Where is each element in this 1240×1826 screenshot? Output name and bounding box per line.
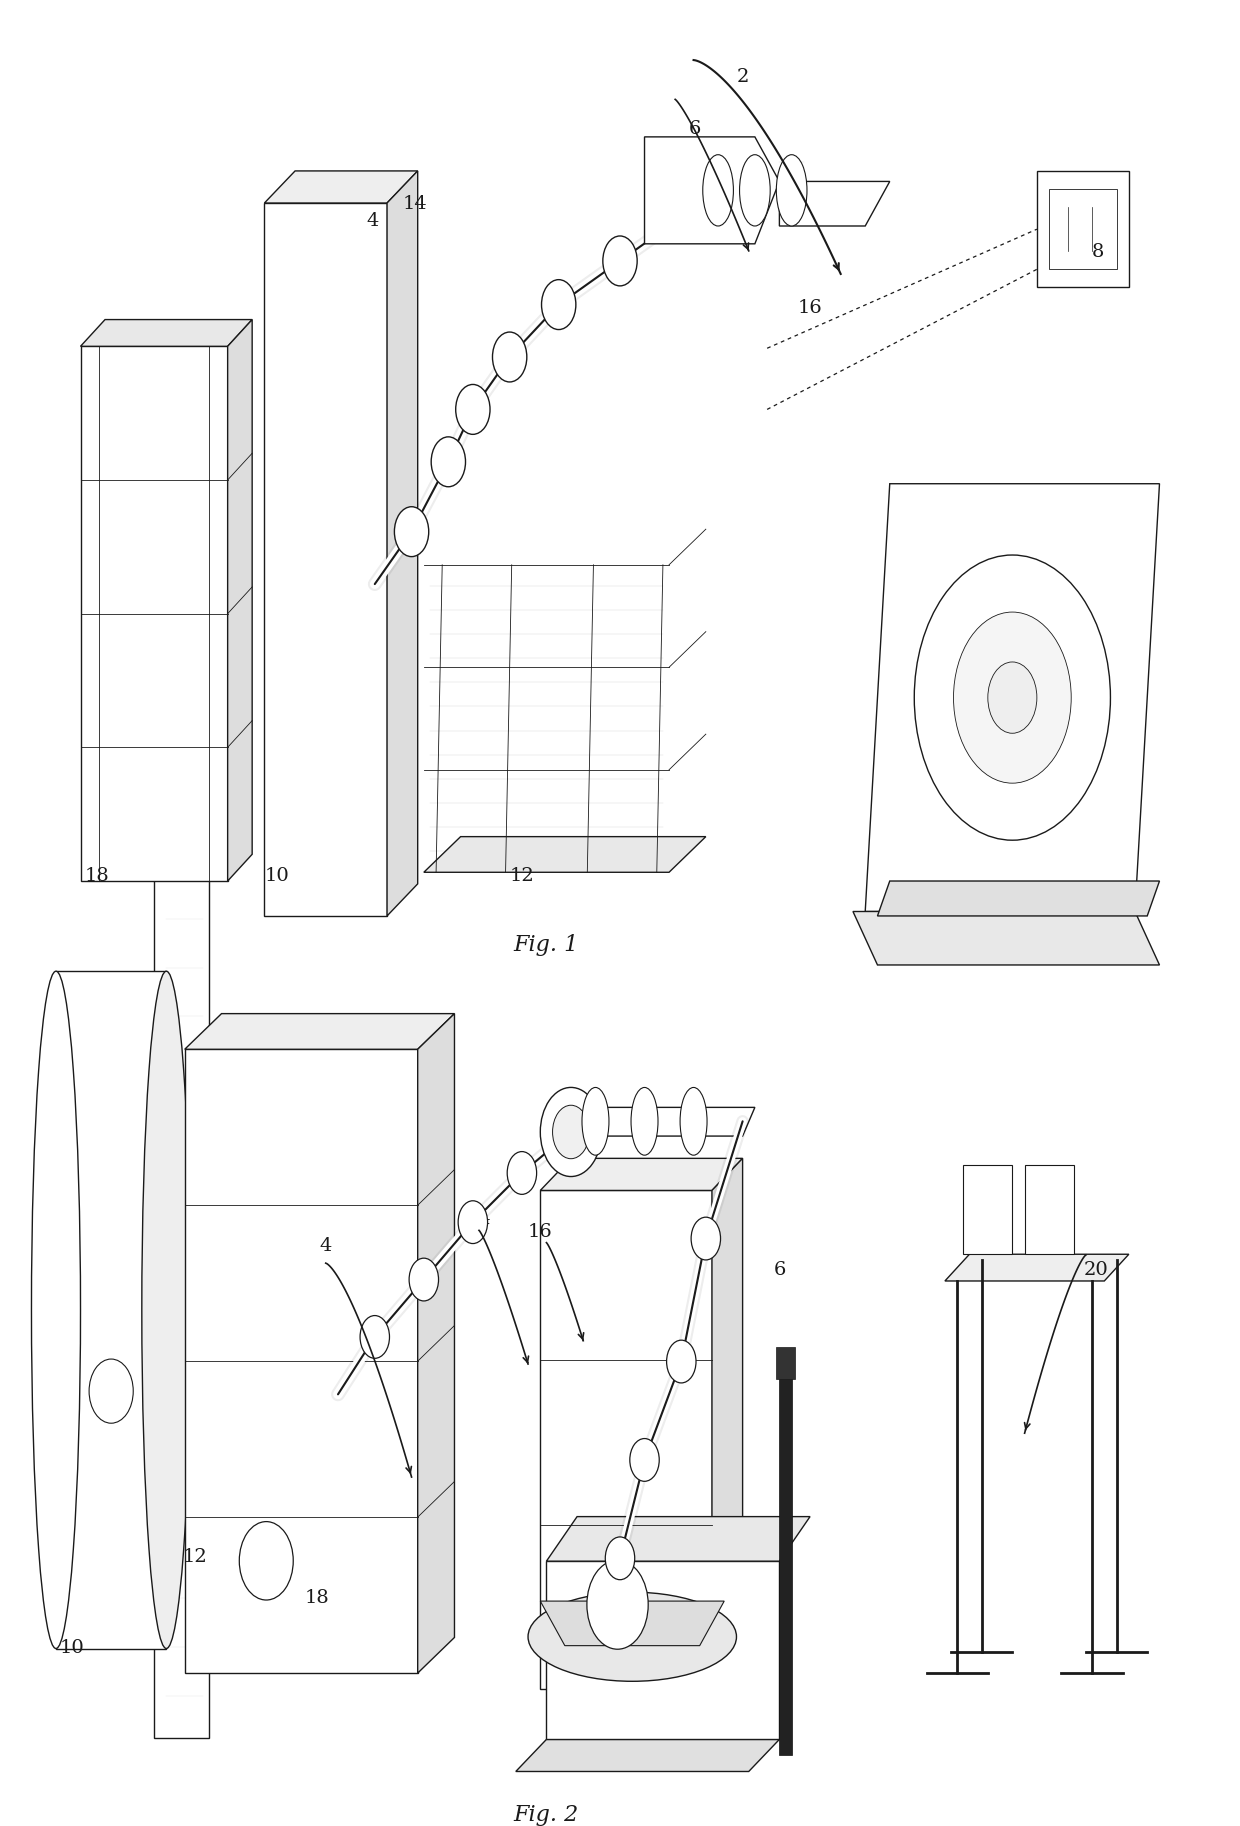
Ellipse shape [31, 971, 81, 1649]
Ellipse shape [141, 971, 191, 1649]
Circle shape [667, 1340, 696, 1382]
Polygon shape [185, 1050, 418, 1673]
Polygon shape [541, 1191, 712, 1689]
Bar [1037, 172, 1128, 287]
Circle shape [587, 1559, 649, 1649]
Text: 10: 10 [264, 867, 289, 886]
Polygon shape [866, 484, 1159, 911]
Polygon shape [81, 320, 252, 347]
Circle shape [492, 332, 527, 382]
Circle shape [432, 436, 465, 488]
Text: 10: 10 [60, 1638, 84, 1656]
Polygon shape [424, 836, 706, 873]
Polygon shape [945, 1254, 1128, 1282]
Polygon shape [516, 1740, 780, 1771]
Polygon shape [853, 911, 1159, 964]
Polygon shape [1024, 1165, 1074, 1254]
Text: 16: 16 [528, 1223, 553, 1242]
Circle shape [239, 1521, 293, 1600]
Circle shape [630, 1439, 660, 1481]
Text: 16: 16 [797, 299, 822, 318]
Bar [780, 1362, 791, 1755]
Polygon shape [547, 1517, 810, 1561]
Polygon shape [712, 1158, 743, 1689]
Text: 6: 6 [688, 121, 701, 139]
Circle shape [691, 1218, 720, 1260]
Circle shape [394, 508, 429, 557]
Polygon shape [645, 137, 780, 245]
Bar [1049, 190, 1116, 268]
Circle shape [360, 1315, 389, 1359]
Polygon shape [228, 320, 252, 880]
Polygon shape [185, 1013, 455, 1050]
Circle shape [541, 1088, 601, 1176]
Polygon shape [547, 1561, 780, 1740]
Polygon shape [154, 829, 210, 1738]
Polygon shape [547, 1107, 755, 1136]
Circle shape [553, 1105, 589, 1160]
Circle shape [89, 1359, 133, 1422]
Circle shape [507, 1152, 537, 1194]
Text: 12: 12 [182, 1548, 207, 1567]
Text: 12: 12 [510, 867, 534, 886]
Text: Fig. 1: Fig. 1 [513, 933, 579, 955]
Polygon shape [541, 1158, 743, 1191]
Polygon shape [387, 172, 418, 917]
Polygon shape [963, 1165, 1012, 1254]
Text: 14: 14 [403, 195, 428, 212]
Text: 14: 14 [466, 1211, 491, 1227]
Text: 4: 4 [366, 212, 378, 230]
Circle shape [542, 279, 575, 329]
Ellipse shape [528, 1592, 737, 1682]
Ellipse shape [776, 155, 807, 226]
Text: 4: 4 [320, 1236, 332, 1254]
Text: Fig. 2: Fig. 2 [513, 1804, 579, 1826]
Circle shape [914, 555, 1111, 840]
Text: 18: 18 [305, 1589, 330, 1607]
Polygon shape [56, 971, 166, 1649]
Text: 8: 8 [1092, 243, 1105, 261]
Circle shape [988, 663, 1037, 734]
Polygon shape [81, 347, 228, 880]
Text: 18: 18 [84, 867, 109, 886]
Text: 20: 20 [1084, 1262, 1109, 1280]
Polygon shape [541, 1601, 724, 1645]
Circle shape [605, 1537, 635, 1579]
Bar [776, 1348, 795, 1379]
Ellipse shape [680, 1088, 707, 1156]
Circle shape [603, 236, 637, 287]
Polygon shape [264, 172, 418, 203]
Ellipse shape [631, 1088, 658, 1156]
Circle shape [456, 385, 490, 435]
Ellipse shape [582, 1088, 609, 1156]
Circle shape [954, 612, 1071, 783]
Text: 6: 6 [774, 1262, 786, 1280]
Ellipse shape [703, 155, 733, 226]
Polygon shape [878, 880, 1159, 917]
Circle shape [458, 1202, 487, 1244]
Circle shape [409, 1258, 439, 1300]
Ellipse shape [739, 155, 770, 226]
Polygon shape [264, 203, 387, 917]
Polygon shape [780, 181, 890, 226]
Text: 2: 2 [737, 68, 749, 86]
Polygon shape [418, 1013, 455, 1673]
